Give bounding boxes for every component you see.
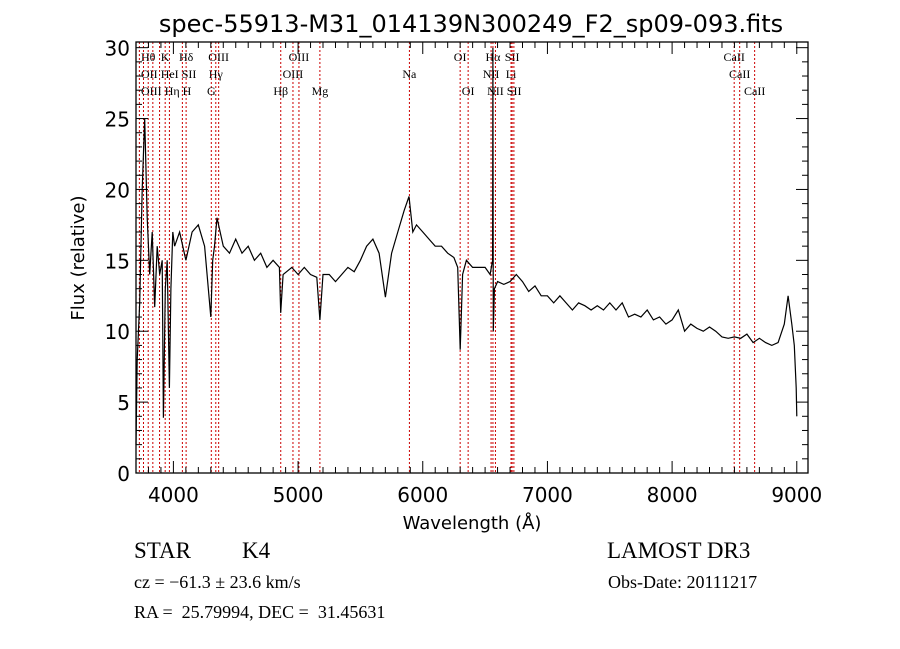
redshift-text: cz = −61.3 ± 23.6 km/s [134,572,301,592]
x-tick-label: 7000 [522,483,573,507]
x-tick-label: 5000 [273,483,324,507]
line-marker-label: Li [506,67,517,81]
x-tick-label: 4000 [148,483,199,507]
line-marker-label: CaII [729,67,750,81]
y-tick-label: 25 [105,108,130,132]
line-marker-label: CaII [744,84,765,98]
line-marker-label: OIII [283,67,304,81]
survey-label: LAMOST DR3 [607,538,751,563]
subclass-label: K4 [242,538,271,563]
line-marker-label: OI [454,50,467,64]
line-marker-label: CaII [724,50,745,64]
line-marker-label: NII [483,67,500,81]
line-marker-label: Hδ [179,50,194,64]
line-marker-label: Hη [165,84,180,98]
y-tick-label: 10 [105,320,130,344]
line-marker-label: SII [507,84,522,98]
line-marker-label: G [207,84,216,98]
line-marker-label: NII [487,84,504,98]
y-tick-label: 20 [105,178,130,202]
coords-text: RA = 25.79994, DEC = 31.45631 [134,602,386,622]
y-tick-label: 15 [105,249,130,273]
x-tick-label: 9000 [771,483,822,507]
line-marker-label: SII [505,50,520,64]
x-axis-label: Wavelength (Å) [403,512,542,534]
spectrum-line [135,47,798,445]
line-marker-label: Hβ [273,84,288,98]
line-marker-label: Mg [312,84,329,98]
axis-ticks: 4000 5000 6000 7000 8000 9000 0 5 10 15 20 25 30 [105,37,823,507]
y-tick-label: 30 [105,37,130,61]
line-marker-label: OIII [289,50,310,64]
y-tick-label: 0 [117,462,130,486]
line-marker-label: OII [141,67,158,81]
line-marker-label: H [183,84,192,98]
line-marker-label: Hθ [141,50,156,64]
plot-frame [135,41,809,474]
line-marker-label: OIII [141,84,162,98]
line-marker-label: OI [462,84,475,98]
line-marker-label: Hγ [209,67,224,81]
class-label: STAR [134,538,191,563]
chart-title: spec-55913-M31_014139N300249_F2_sp09-093… [159,10,783,38]
y-tick-label: 5 [117,391,130,415]
line-marker-label: OIII [208,50,229,64]
line-marker-label: K [161,50,170,64]
x-tick-label: 6000 [397,483,448,507]
x-tick-label: 8000 [647,483,698,507]
line-marker-label: Na [402,67,417,81]
y-axis-label: Flux (relative) [68,195,89,320]
obs-date-text: Obs-Date: 20111217 [608,572,758,592]
line-marker-label: SII [182,67,197,81]
